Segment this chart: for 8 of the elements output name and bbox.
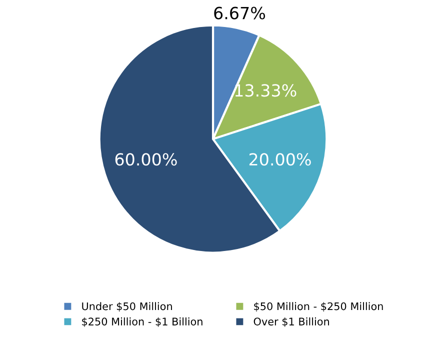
data-label: 13.33%	[235, 84, 296, 97]
data-label: 6.67%	[214, 6, 266, 20]
data-label: 60.00%	[115, 153, 177, 166]
legend-label: $50 Million - $250 Million	[254, 302, 383, 312]
legend-label: Under $50 Million	[82, 302, 172, 312]
data-label: 20.00%	[249, 153, 311, 166]
legend-label: Over $1 Billion	[254, 317, 329, 327]
legend-label: $250 Million - $1 Billion	[82, 317, 202, 327]
